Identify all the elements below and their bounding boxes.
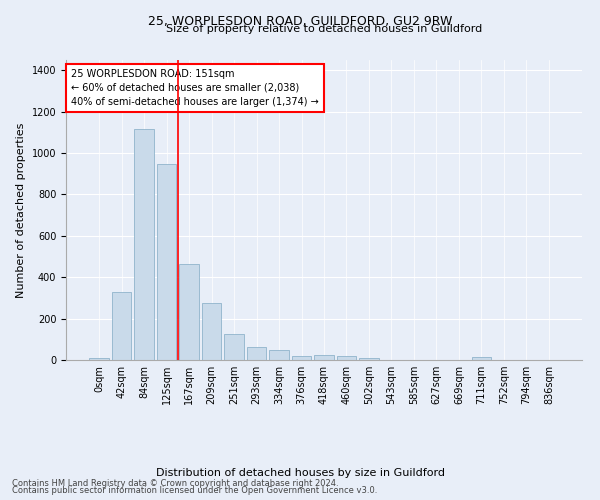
Text: 25, WORPLESDON ROAD, GUILDFORD, GU2 9RW: 25, WORPLESDON ROAD, GUILDFORD, GU2 9RW xyxy=(148,15,452,28)
Bar xyxy=(269,350,289,360)
Text: Contains HM Land Registry data © Crown copyright and database right 2024.: Contains HM Land Registry data © Crown c… xyxy=(12,478,338,488)
Bar xyxy=(247,346,266,360)
Text: Distribution of detached houses by size in Guildford: Distribution of detached houses by size … xyxy=(155,468,445,477)
Y-axis label: Number of detached properties: Number of detached properties xyxy=(16,122,26,298)
Bar xyxy=(472,357,491,360)
Bar xyxy=(292,356,311,360)
Bar xyxy=(359,358,379,360)
Bar xyxy=(134,130,154,360)
Bar xyxy=(89,358,109,360)
Bar xyxy=(314,355,334,360)
Bar xyxy=(179,264,199,360)
Text: Contains public sector information licensed under the Open Government Licence v3: Contains public sector information licen… xyxy=(12,486,377,495)
Title: Size of property relative to detached houses in Guildford: Size of property relative to detached ho… xyxy=(166,24,482,34)
Bar xyxy=(202,303,221,360)
Bar xyxy=(224,334,244,360)
Bar xyxy=(337,356,356,360)
Bar xyxy=(112,292,131,360)
Text: 25 WORPLESDON ROAD: 151sqm
← 60% of detached houses are smaller (2,038)
40% of s: 25 WORPLESDON ROAD: 151sqm ← 60% of deta… xyxy=(71,69,319,107)
Bar xyxy=(157,164,176,360)
